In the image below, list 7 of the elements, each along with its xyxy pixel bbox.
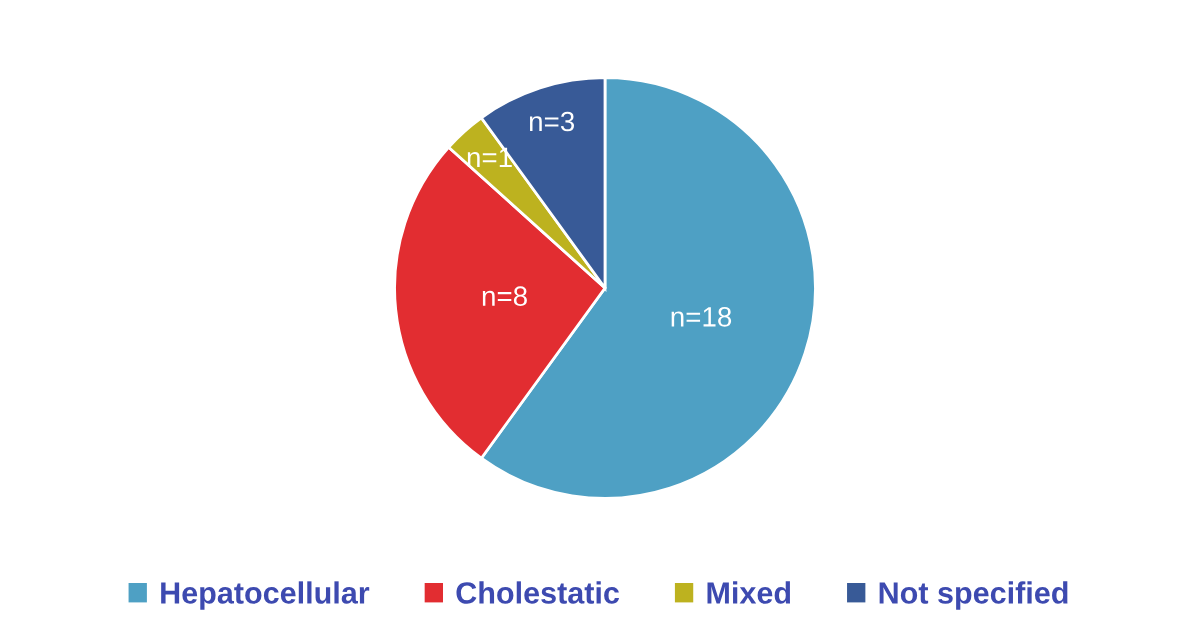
legend-label: Not specified bbox=[879, 581, 1068, 610]
legend-label: Hepatocellular bbox=[161, 581, 370, 610]
data-label: n=18 bbox=[671, 306, 732, 327]
legend-label: Mixed bbox=[707, 581, 791, 604]
data-label: n=8 bbox=[482, 286, 527, 307]
legend-label: Cholestatic bbox=[456, 581, 620, 604]
data-label: n=3 bbox=[529, 111, 575, 132]
